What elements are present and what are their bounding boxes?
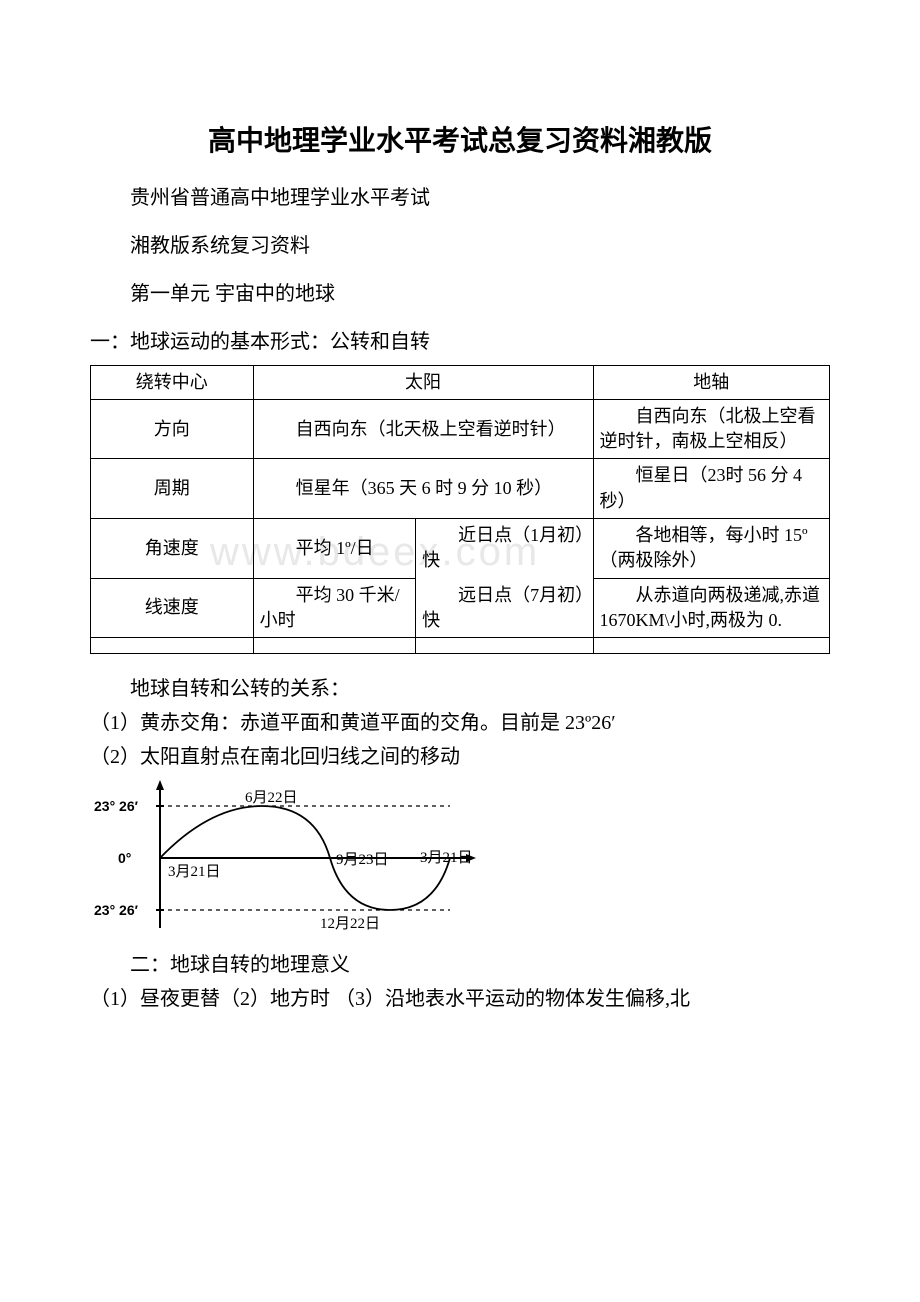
lat-label-south: 23° 26′ xyxy=(94,902,138,918)
cell-value: 近日点（1月初）快 远日点（7月初）快 xyxy=(416,518,593,638)
cell-label: 角速度 xyxy=(91,518,254,578)
near-point-text: 近日点（1月初）快 xyxy=(422,523,586,573)
date-jun: 6月22日 xyxy=(245,786,298,807)
cell-value: 恒星年（365 天 6 时 9 分 10 秒） xyxy=(253,459,593,518)
table-row-empty xyxy=(91,638,830,654)
cell-value: 地轴 xyxy=(593,365,829,399)
cell-value: 自西向东（北天极上空看逆时针） xyxy=(253,399,593,458)
cell-label: 绕转中心 xyxy=(91,365,254,399)
table-row: 周期 恒星年（365 天 6 时 9 分 10 秒） 恒星日（23时 56 分 … xyxy=(91,459,830,518)
table-row: 方向 自西向东（北天极上空看逆时针） 自西向东（北极上空看逆时针，南极上空相反） xyxy=(91,399,830,458)
table-wrapper: www.bdeex.com 绕转中心 太阳 地轴 方向 自西向东（北天极上空看逆… xyxy=(90,365,830,655)
date-mar-right: 3月21日 xyxy=(420,846,473,867)
version-line: 湘教版系统复习资料 xyxy=(90,231,830,261)
subsolar-diagram: 23° 26′ 0° 23° 26′ 6月22日 3月21日 9月23日 3月2… xyxy=(90,778,490,938)
main-title: 高中地理学业水平考试总复习资料湘教版 xyxy=(90,119,830,159)
motion-table: 绕转中心 太阳 地轴 方向 自西向东（北天极上空看逆时针） 自西向东（北极上空看… xyxy=(90,365,830,655)
empty-cell xyxy=(593,638,829,654)
cell-value: 自西向东（北极上空看逆时针，南极上空相反） xyxy=(593,399,829,458)
cell-value: 平均 1º/日 xyxy=(253,518,416,578)
cell-value: 从赤道向两极递减,赤道1670KM\小时,两极为 0. xyxy=(593,578,829,638)
empty-cell xyxy=(416,638,593,654)
cell-value: 各地相等，每小时 15º（两极除外） xyxy=(593,518,829,578)
cell-value: 平均 30 千米/小时 xyxy=(253,578,416,638)
far-point-text: 远日点（7月初）快 xyxy=(422,583,586,633)
document-page: 高中地理学业水平考试总复习资料湘教版 贵州省普通高中地理学业水平考试 湘教版系统… xyxy=(0,0,920,1058)
section-two-heading: 二：地球自转的地理意义 xyxy=(90,950,830,980)
date-dec: 12月22日 xyxy=(320,912,380,933)
section-one-heading: 一：地球运动的基本形式：公转和自转 xyxy=(90,327,830,357)
lat-label-equator: 0° xyxy=(118,850,131,866)
cell-label: 周期 xyxy=(91,459,254,518)
table-row: 绕转中心 太阳 地轴 xyxy=(91,365,830,399)
province-line: 贵州省普通高中地理学业水平考试 xyxy=(90,183,830,213)
cell-value: 太阳 xyxy=(253,365,593,399)
empty-cell xyxy=(91,638,254,654)
unit-line: 第一单元 宇宙中的地球 xyxy=(90,279,830,309)
obliquity-line: （1）黄赤交角：赤道平面和黄道平面的交角。目前是 23º26′ xyxy=(90,708,830,738)
subsolar-line: （2）太阳直射点在南北回归线之间的移动 xyxy=(90,742,830,772)
cell-label: 方向 xyxy=(91,399,254,458)
empty-cell xyxy=(253,638,416,654)
lat-label-north: 23° 26′ xyxy=(94,798,138,814)
relation-heading: 地球自转和公转的关系： xyxy=(90,674,830,704)
table-row: 角速度 平均 1º/日 近日点（1月初）快 远日点（7月初）快 各地相等，每小时… xyxy=(91,518,830,578)
date-sep: 9月23日 xyxy=(336,848,389,869)
cell-label: 线速度 xyxy=(91,578,254,638)
significance-line: （1）昼夜更替（2）地方时 （3）沿地表水平运动的物体发生偏移,北 xyxy=(90,984,830,1014)
date-mar-left: 3月21日 xyxy=(168,860,221,881)
cell-value: 恒星日（23时 56 分 4 秒） xyxy=(593,459,829,518)
